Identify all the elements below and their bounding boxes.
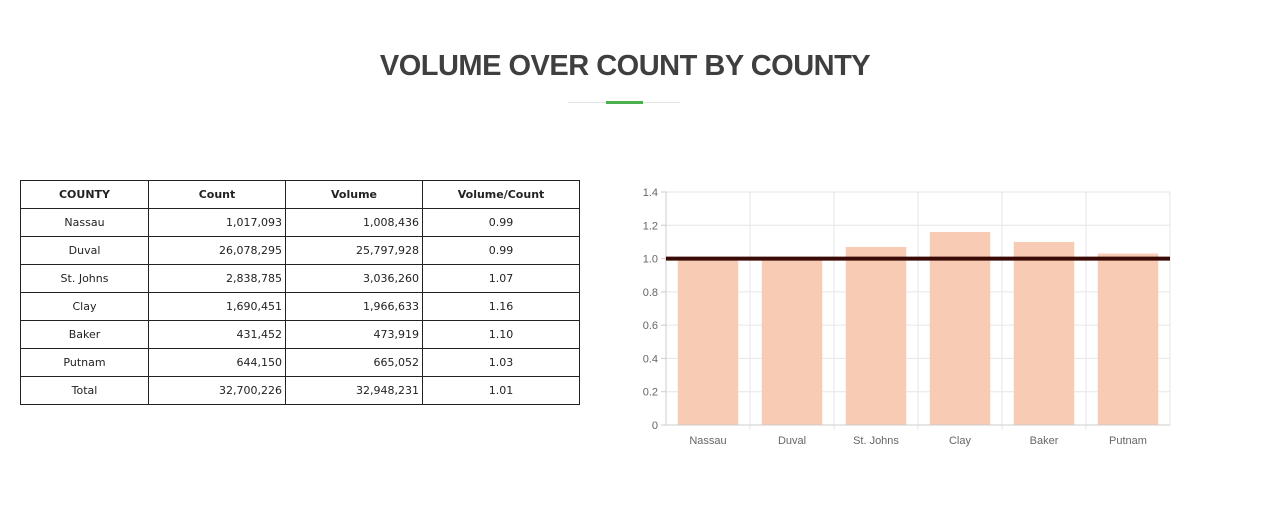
cell-volume: 3,036,260 [285,264,423,293]
x-tick-label: Nassau [689,435,726,447]
y-tick-label: 0.8 [643,287,658,299]
x-tick-label: Baker [1030,435,1059,447]
header-volume: Volume [285,180,423,209]
cell-county: Nassau [20,208,149,237]
table-total-row: Total 32,700,226 32,948,231 1.01 [20,376,580,405]
table-row: Duval 26,078,295 25,797,928 0.99 [20,236,580,265]
cell-count: 1,690,451 [148,292,286,321]
cell-ratio: 1.01 [422,376,580,405]
cell-count: 2,838,785 [148,264,286,293]
y-tick-label: 0 [652,420,658,432]
x-tick-label: Duval [778,435,806,447]
y-tick-label: 0.2 [643,387,658,399]
cell-county: St. Johns [20,264,149,293]
bar-clay [929,231,991,425]
y-tick-label: 1.2 [643,220,658,232]
y-tick-label: 1.0 [643,254,658,266]
table-row: Clay 1,690,451 1,966,633 1.16 [20,292,580,321]
table-header-row: COUNTY Count Volume Volume/Count [20,180,580,209]
cell-ratio: 0.99 [422,208,580,237]
cell-volume: 25,797,928 [285,236,423,265]
bar-st-johns [845,246,907,425]
cell-county: Clay [20,292,149,321]
cell-ratio: 0.99 [422,236,580,265]
cell-county: Duval [20,236,149,265]
cell-ratio: 1.07 [422,264,580,293]
y-tick-label: 0.4 [643,353,658,365]
cell-count: 32,700,226 [148,376,286,405]
header-county: COUNTY [20,180,149,209]
cell-volume: 1,966,633 [285,292,423,321]
cell-volume: 473,919 [285,320,423,349]
cell-ratio: 1.10 [422,320,580,349]
cell-volume: 32,948,231 [285,376,423,405]
header-count: Count [148,180,286,209]
cell-count: 431,452 [148,320,286,349]
table-row: St. Johns 2,838,785 3,036,260 1.07 [20,264,580,293]
page-title: VOLUME OVER COUNT BY COUNTY [379,50,871,82]
cell-count: 644,150 [148,348,286,377]
cell-ratio: 1.03 [422,348,580,377]
cell-count: 1,017,093 [148,208,286,237]
x-tick-label: St. Johns [853,435,899,447]
cell-count: 26,078,295 [148,236,286,265]
table-row: Baker 431,452 473,919 1.10 [20,320,580,349]
x-tick-label: Clay [949,435,972,447]
bar-baker [1013,241,1075,425]
bar-nassau [677,260,739,425]
volume-count-bar-chart: 0 0.2 0.4 0.6 0.8 1.0 1.2 1.4 Nassau Duval St. Joh… [643,187,1171,447]
cell-volume: 1,008,436 [285,208,423,237]
bar-putnam [1097,253,1159,425]
y-tick-label: 1.4 [643,187,658,199]
cell-volume: 665,052 [285,348,423,377]
bar-duval [761,260,823,425]
header-volume-count: Volume/Count [422,180,580,209]
title-accent-bar [606,101,643,104]
table-row: Putnam 644,150 665,052 1.03 [20,348,580,377]
table-row: Nassau 1,017,093 1,008,436 0.99 [20,208,580,237]
cell-county: Putnam [20,348,149,377]
cell-county: Total [20,376,149,405]
cell-ratio: 1.16 [422,292,580,321]
county-table: COUNTY Count Volume Volume/Count Nassau … [20,180,580,405]
y-tick-label: 0.6 [643,320,658,332]
x-tick-label: Putnam [1109,435,1147,447]
cell-county: Baker [20,320,149,349]
